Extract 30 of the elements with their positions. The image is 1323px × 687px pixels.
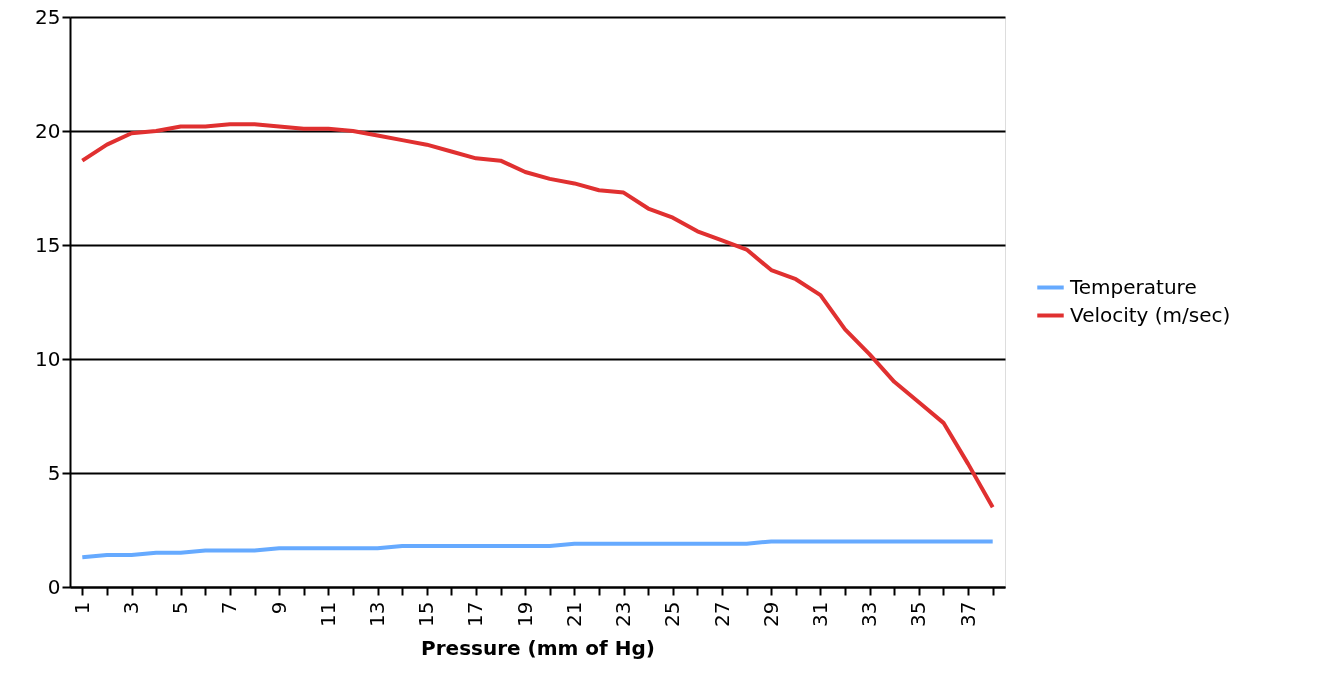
x-tick-label: 15: [414, 601, 439, 627]
x-tick-label: 29: [758, 601, 783, 627]
x-tick-label: 19: [512, 601, 537, 627]
legend-label: Temperature: [1069, 274, 1197, 299]
x-tick-label: 37: [955, 601, 980, 627]
y-tick-label: 25: [35, 4, 61, 29]
x-axis-title: Pressure (mm of Hg): [421, 635, 655, 660]
line-series: [80, 539, 995, 560]
y-tick-label: 5: [47, 460, 61, 485]
x-tick-label: 1: [69, 601, 94, 615]
x-tick-label: 11: [315, 601, 340, 627]
x-tick-label: 7: [217, 601, 242, 615]
x-tick-label: 9: [266, 601, 291, 615]
x-tick-label: 27: [709, 601, 734, 627]
y-tick-label: 15: [35, 232, 61, 257]
y-tick-label: 0: [47, 574, 61, 599]
x-tick-label: 21: [561, 601, 586, 627]
x-tick-label: 31: [807, 601, 832, 627]
y-tick-label: 20: [35, 118, 61, 143]
x-tick-label: 5: [168, 601, 193, 615]
x-tick-label: 33: [857, 601, 882, 627]
x-tick-label: 13: [365, 601, 390, 627]
legend-label: Velocity (m/sec): [1070, 302, 1231, 327]
x-tick-label: 35: [906, 601, 931, 627]
line-series: [80, 122, 995, 510]
x-tick-label: 25: [660, 601, 685, 627]
x-tick-label: 17: [463, 601, 488, 627]
x-tick-label: 3: [119, 601, 144, 615]
x-tick-label: 23: [611, 601, 636, 627]
y-tick-label: 10: [35, 346, 61, 371]
